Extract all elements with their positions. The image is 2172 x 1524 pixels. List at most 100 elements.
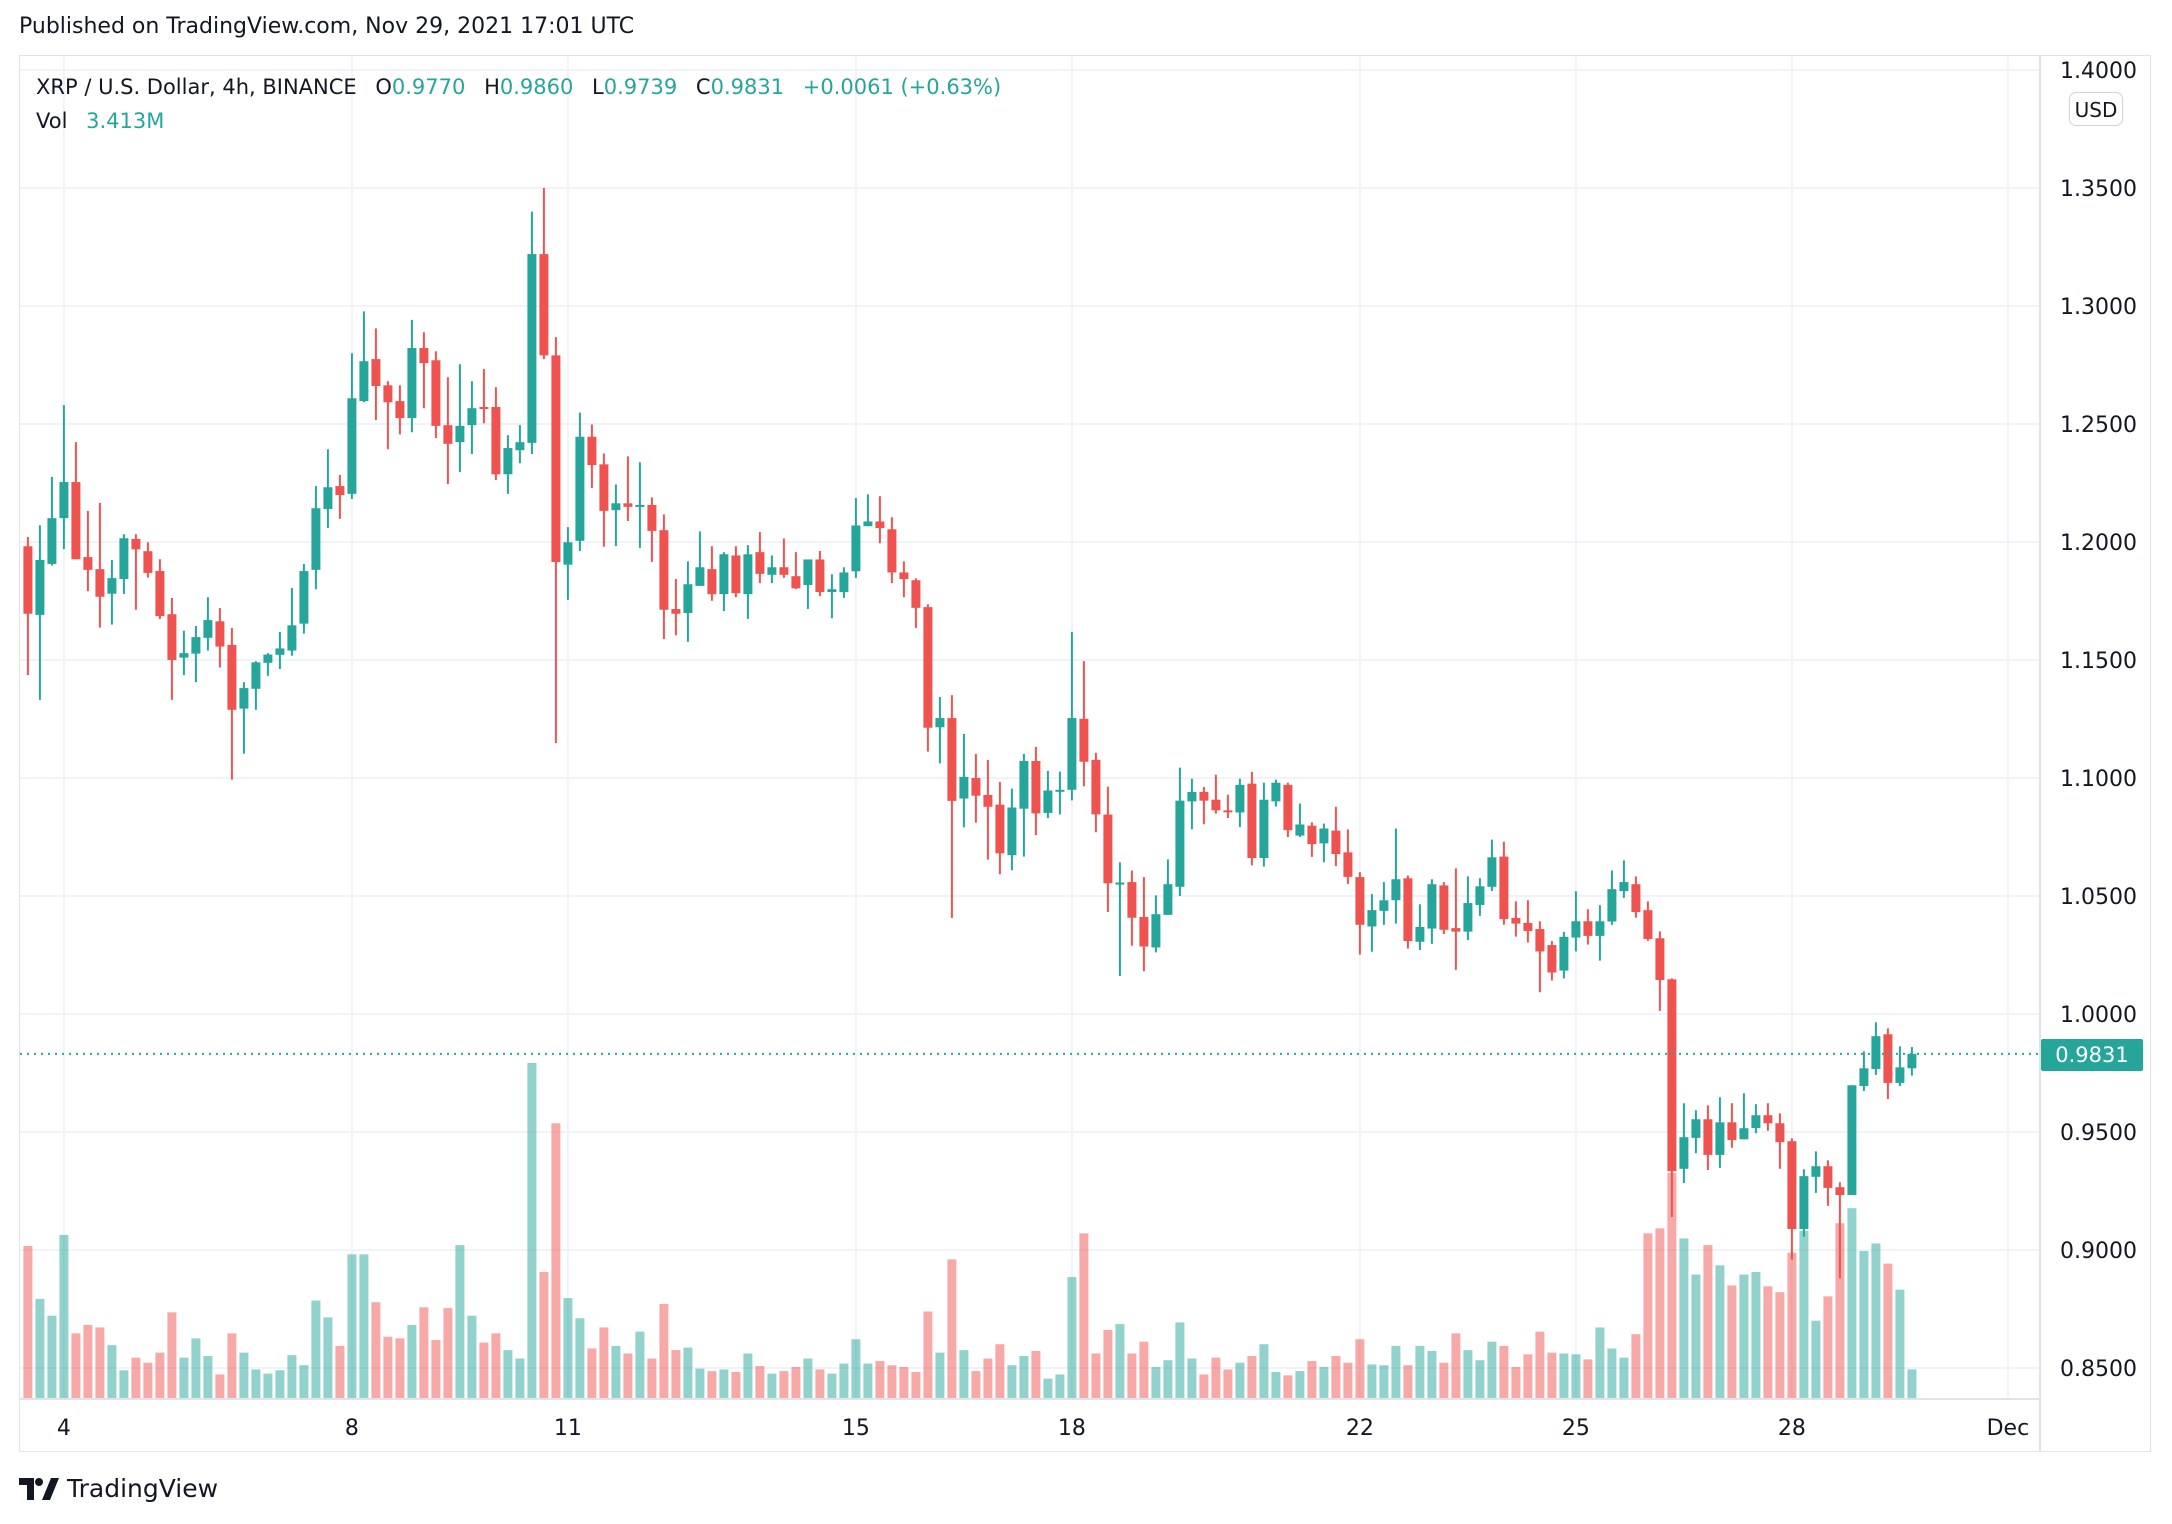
candle-body (1739, 1128, 1749, 1140)
volume-bar (287, 1355, 297, 1398)
candle-body (1175, 800, 1185, 887)
candle-body (227, 644, 237, 710)
price-tick-label: 1.3500 (2060, 177, 2137, 202)
volume-bar (23, 1245, 33, 1398)
candle-body (887, 529, 897, 573)
low-label: L (592, 75, 604, 99)
volume-bar (1259, 1344, 1269, 1398)
candle-body (1283, 784, 1293, 831)
volume-bar (59, 1235, 69, 1398)
volume-bar (1475, 1360, 1485, 1398)
volume-bar (1703, 1245, 1713, 1398)
candle-body (1583, 921, 1593, 936)
candle-body (1703, 1119, 1713, 1155)
candle-body (1775, 1123, 1785, 1143)
volume-bar (1559, 1353, 1569, 1398)
price-tick-label: 1.3000 (2060, 295, 2137, 320)
candle-body (1715, 1122, 1725, 1155)
volume-bar (1019, 1356, 1029, 1398)
volume-bar (971, 1371, 981, 1398)
candle-body (299, 571, 309, 624)
price-tick-label: 1.2000 (2060, 531, 2137, 556)
volume-bar (1355, 1339, 1365, 1398)
candle-body (1391, 879, 1401, 901)
candle-body (863, 521, 873, 527)
candle-body (947, 718, 957, 801)
candle-body (1127, 882, 1137, 918)
candle-body (1007, 807, 1017, 856)
candle-body (1895, 1067, 1905, 1083)
volume-bar (1139, 1341, 1149, 1398)
volume-bar (911, 1371, 921, 1398)
volume-bar (551, 1123, 561, 1398)
volume-bar (143, 1362, 153, 1398)
time-tick-label: 4 (57, 1416, 71, 1441)
time-axis[interactable]: 4 8 11 15 18 22 25 28 Dec (57, 1416, 2029, 1441)
volume-bar (1535, 1331, 1545, 1398)
candle-body (575, 436, 585, 541)
volume-bar (227, 1333, 237, 1398)
price-tick-label: 1.1000 (2060, 767, 2137, 792)
candle-body (95, 569, 105, 597)
candle-body (1271, 782, 1281, 802)
volume-bar (539, 1272, 549, 1398)
chart-frame (19, 55, 2151, 1452)
volume-bar (299, 1365, 309, 1398)
low-value: 0.9739 (603, 75, 678, 99)
volume-bar (899, 1366, 909, 1398)
candle-body (791, 576, 801, 589)
volume-bar (83, 1324, 93, 1398)
candle-body (1439, 885, 1449, 930)
volume-bar (71, 1333, 81, 1398)
candle-body (1883, 1034, 1893, 1083)
currency-badge[interactable]: USD (2069, 92, 2123, 126)
close-label: C (695, 75, 711, 99)
volume-bar (1655, 1228, 1665, 1398)
volume-bar (827, 1373, 837, 1398)
volume-bar (359, 1254, 369, 1398)
candle-body (1607, 889, 1617, 922)
volume-bar (1643, 1233, 1653, 1398)
candle-body (491, 407, 501, 475)
candle-body (167, 614, 177, 660)
candle-body (1139, 917, 1149, 947)
volume-bar (563, 1298, 573, 1398)
candle-body (1067, 718, 1077, 790)
tradingview-logo-icon (19, 1477, 59, 1500)
volume-bar (875, 1361, 885, 1398)
volume-bar (491, 1333, 501, 1398)
volume-bar (1235, 1362, 1245, 1398)
candle-body (59, 482, 69, 519)
symbol-title[interactable]: XRP / U.S. Dollar, 4h, BINANCE (36, 75, 357, 99)
volume-label[interactable]: Vol (36, 109, 68, 133)
candle-body (263, 654, 273, 663)
volume-bar (1739, 1274, 1749, 1398)
volume-bar (191, 1338, 201, 1398)
candle-body (1415, 926, 1425, 942)
candle-body (1355, 877, 1365, 925)
volume-bar (263, 1373, 273, 1398)
candle-body (239, 688, 249, 709)
volume-bar (935, 1352, 945, 1398)
volume-bar (1211, 1357, 1221, 1398)
candle-body (1211, 799, 1221, 811)
price-axis[interactable]: 1.4000 1.3500 1.3000 1.2500 1.2000 1.1500 1.10… (2060, 59, 2137, 1382)
volume-bar (371, 1302, 381, 1398)
time-tick-label: 22 (1346, 1416, 1374, 1441)
published-caption: Published on TradingView.com, Nov 29, 20… (19, 14, 635, 39)
volume-bar (395, 1338, 405, 1398)
candle-body (599, 464, 609, 511)
candle-body (935, 718, 945, 728)
change-value: +0.0061 (+0.63%) (802, 75, 1002, 99)
volume-bar (323, 1317, 333, 1398)
candle-body (1691, 1119, 1701, 1138)
volume-bar (167, 1312, 177, 1398)
candle-body (527, 254, 537, 443)
time-tick-label: 11 (554, 1416, 582, 1441)
tradingview-logo[interactable]: TradingView (19, 1474, 218, 1503)
volume-bar (503, 1350, 513, 1398)
candle-body (1511, 917, 1521, 924)
candle-body (287, 625, 297, 651)
candle-body (431, 360, 441, 426)
